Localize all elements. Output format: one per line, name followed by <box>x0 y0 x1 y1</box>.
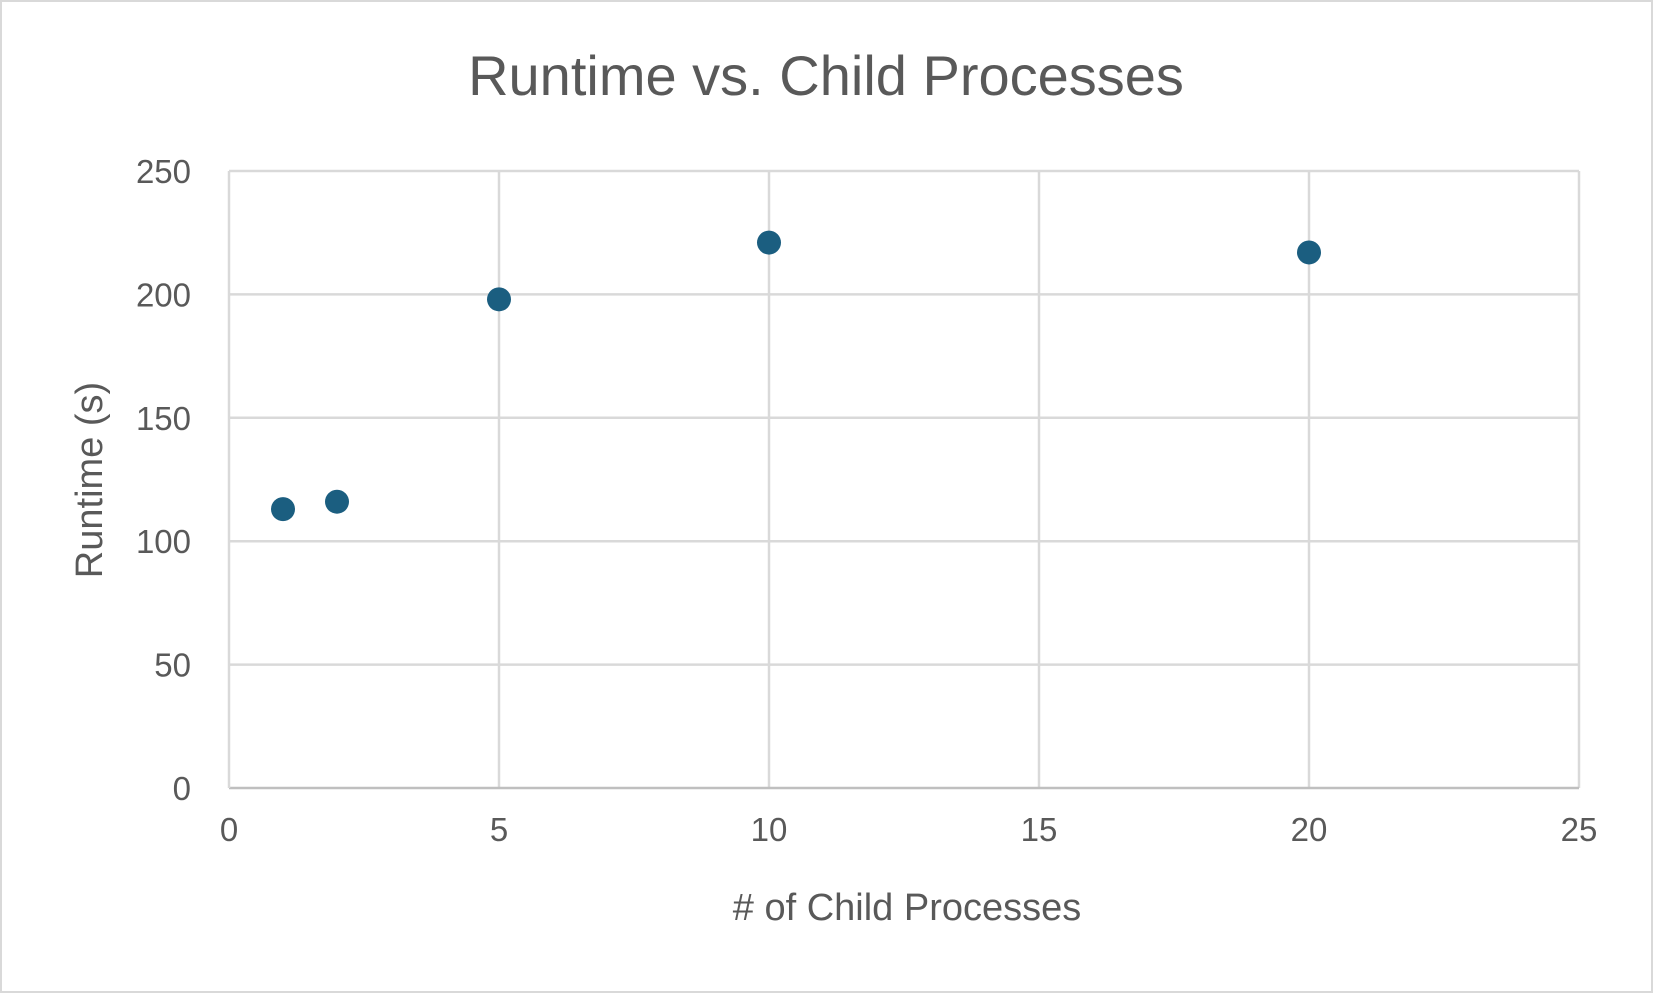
x-axis-title: # of Child Processes <box>733 887 1082 929</box>
gridlines <box>229 169 1581 788</box>
y-tick-label: 200 <box>136 276 191 313</box>
x-tick-label: 25 <box>1561 811 1598 848</box>
y-tick-label: 150 <box>136 400 191 437</box>
y-tick-label: 250 <box>136 153 191 190</box>
data-point <box>487 287 511 312</box>
data-point <box>325 489 349 514</box>
data-points <box>271 230 1321 522</box>
axes <box>227 171 1579 790</box>
y-tick-label: 100 <box>136 523 191 560</box>
x-tick-label: 10 <box>751 811 788 848</box>
x-tick-label: 0 <box>220 811 238 848</box>
x-tick-label: 5 <box>490 811 508 848</box>
y-tick-label: 50 <box>154 647 191 684</box>
data-point <box>1297 240 1321 265</box>
x-tick-label: 15 <box>1021 811 1058 848</box>
chart-title: Runtime vs. Child Processes <box>468 44 1184 107</box>
y-axis-title: Runtime (s) <box>69 382 111 578</box>
x-tick-label: 20 <box>1291 811 1328 848</box>
data-point <box>271 497 295 522</box>
data-point <box>757 230 781 255</box>
y-tick-label: 0 <box>173 770 191 807</box>
